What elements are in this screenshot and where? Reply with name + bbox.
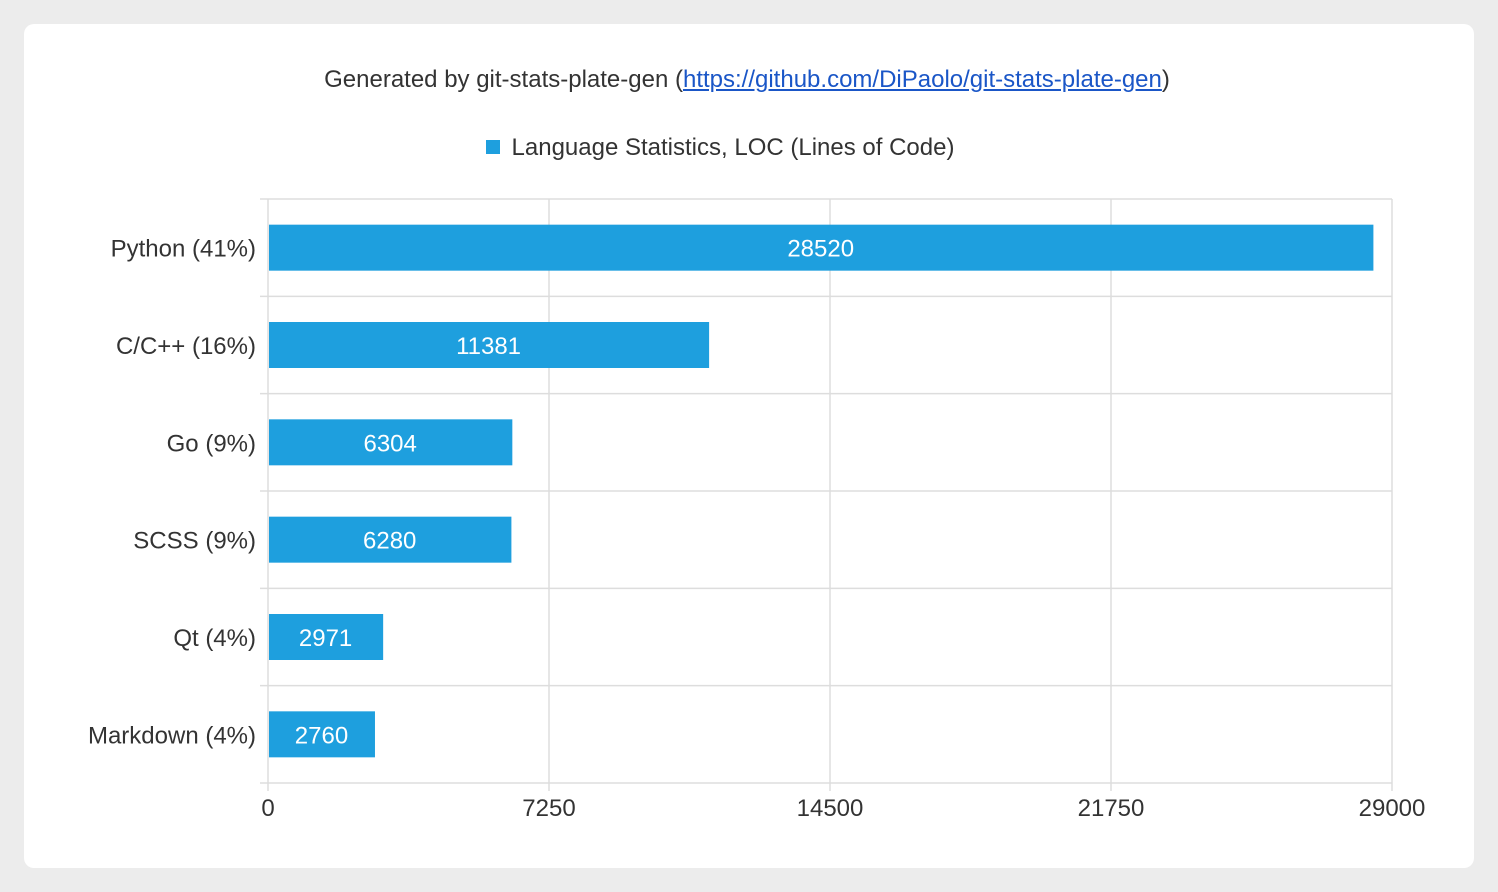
- grid-lines: [260, 198, 1393, 791]
- x-tick-label: 14500: [797, 795, 864, 822]
- category-label: C/C++ (16%): [116, 333, 256, 360]
- legend-swatch: [485, 140, 500, 154]
- x-tick-label: 21750: [1078, 795, 1145, 822]
- bar-value-label: 28520: [787, 236, 854, 263]
- bar[interactable]: [269, 419, 513, 466]
- bar[interactable]: [269, 224, 1374, 271]
- bar-value-label: 6280: [363, 528, 416, 555]
- credit-prefix: Generated by git-stats-plate-gen (: [324, 66, 683, 93]
- category-label: Go (9%): [167, 430, 256, 457]
- chart-legend[interactable]: Language Statistics, LOC (Lines of Code): [0, 134, 1440, 162]
- bar-value-label: 2760: [295, 722, 348, 749]
- category-label: Markdown (4%): [88, 722, 256, 749]
- bar-value-label: 2971: [299, 625, 352, 652]
- bar[interactable]: [269, 711, 375, 758]
- category-label: SCSS (9%): [133, 528, 256, 555]
- x-tick-label: 29000: [1359, 795, 1426, 822]
- bar[interactable]: [269, 322, 710, 368]
- x-tick-label: 7250: [522, 795, 575, 822]
- x-tick-label: 0: [261, 795, 274, 822]
- generator-credit: Generated by git-stats-plate-gen (https:…: [0, 66, 1494, 94]
- category-label: Qt (4%): [173, 625, 256, 652]
- category-label: Python (41%): [111, 236, 256, 263]
- credit-suffix: ): [1161, 66, 1170, 93]
- bars: [269, 224, 1374, 758]
- bar-value-label: 6304: [363, 430, 416, 457]
- github-link[interactable]: https://github.com/DiPaolo/git-stats-pla…: [682, 66, 1162, 93]
- bar[interactable]: [269, 614, 384, 660]
- axis-labels: 0 7250 14500 21750 29000 28520 Python (41%) 113…: [88, 236, 1425, 822]
- bar[interactable]: [269, 516, 512, 563]
- legend-label: Language Statistics, LOC (Lines of Code): [511, 134, 955, 161]
- chart-card: [24, 24, 1474, 868]
- bar-value-label: 11381: [456, 333, 521, 360]
